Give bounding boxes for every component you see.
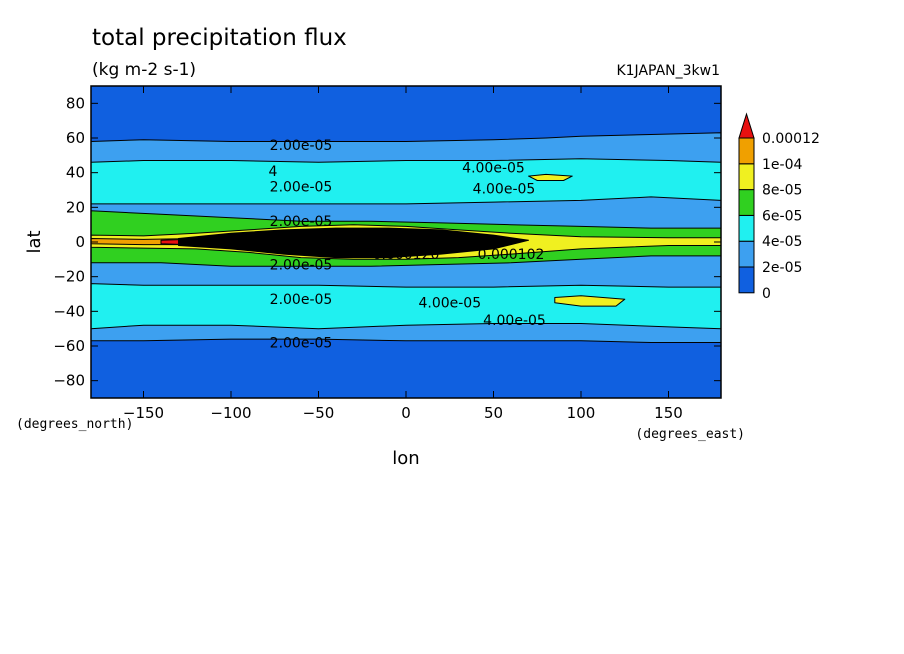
y-tick-label: 60 — [66, 129, 85, 147]
colorbar-extend-arrow — [738, 112, 755, 139]
x-unit-label: (degrees_east) — [635, 427, 745, 442]
colorbar-label: 4e-05 — [762, 234, 802, 250]
x-tick-label: −150 — [123, 404, 164, 422]
colorbar-swatch — [738, 214, 755, 242]
chart-title: total precipitation flux — [92, 25, 347, 51]
contour-label: 4 — [269, 164, 278, 180]
colorbar-label: 1e-04 — [762, 157, 802, 173]
contour-label: 2.00e-05 — [270, 180, 333, 196]
contour-label: 2.00e-05 — [270, 336, 333, 352]
contour-region-9 — [554, 295, 626, 307]
colorbar-label: 2e-05 — [762, 260, 802, 276]
x-tick-label: −100 — [210, 404, 251, 422]
contour-labels: 2.00e-05 4.00e-05 4 4.00e-05 2.00e-05 2.00e-0… — [269, 138, 546, 352]
colorbar-swatch — [738, 189, 755, 216]
contour-region-7 — [178, 227, 529, 259]
colorbar-swatch — [738, 266, 755, 294]
y-tick-label: −20 — [53, 268, 85, 286]
y-tick-label: −60 — [53, 337, 85, 355]
y-unit-label: (degrees_north) — [16, 417, 133, 432]
contour-label: 2.00e-05 — [270, 214, 333, 230]
x-axis-label: lon — [392, 448, 419, 469]
chart-units: (kg m-2 s-1) — [92, 60, 196, 80]
contour-regions — [91, 132, 721, 343]
colorbar-label: 0 — [762, 286, 771, 302]
contour-region-2 — [91, 283, 721, 330]
y-tick-label: −80 — [53, 372, 85, 390]
contour-label: 4.00e-05 — [483, 313, 546, 329]
x-tick-label: 150 — [654, 404, 683, 422]
contour-label: 2.00e-05 — [270, 292, 333, 308]
y-tick-label: 80 — [66, 94, 85, 112]
colorbar-label: 6e-05 — [762, 208, 802, 224]
run-name: K1JAPAN_3kw1 — [616, 63, 720, 79]
x-axis-ticks: −150 −100 −50 0 50 100 150 — [123, 86, 683, 422]
colorbar-label: 8e-05 — [762, 183, 802, 199]
contour-label: 0.000120 — [373, 247, 440, 263]
y-axis-ticks: 80 60 40 20 0 −20 −40 −60 −80 — [53, 94, 721, 390]
contour-label: 4.00e-05 — [418, 296, 481, 312]
plot-area: 2.00e-05 4.00e-05 4 4.00e-05 2.00e-05 2.00e-0… — [91, 86, 721, 398]
y-tick-label: 20 — [66, 198, 85, 216]
x-tick-label: 100 — [567, 404, 596, 422]
colorbar-swatch — [738, 163, 755, 191]
y-tick-label: −40 — [53, 302, 85, 320]
colorbar-label: 0.00012 — [762, 131, 820, 147]
contour-label: 4.00e-05 — [462, 161, 525, 177]
y-axis-label: lat — [24, 230, 45, 253]
contour-label: 0.000102 — [478, 247, 545, 263]
contour-label: 4.00e-05 — [473, 181, 536, 197]
contour-region-1 — [91, 158, 721, 205]
contour-region-8 — [528, 173, 573, 181]
x-tick-label: 0 — [401, 404, 411, 422]
x-tick-label: 50 — [484, 404, 503, 422]
x-tick-label: −50 — [303, 404, 335, 422]
y-tick-label: 40 — [66, 164, 85, 182]
colorbar-swatch — [738, 137, 755, 165]
colorbar-swatch — [738, 240, 755, 268]
contour-label: 2.00e-05 — [270, 138, 333, 154]
y-tick-label: 0 — [75, 233, 85, 251]
contour-label: 2.00e-05 — [270, 258, 333, 274]
colorbar: 0 2e-05 4e-05 6e-05 8e-05 1e-04 0.00012 — [738, 112, 820, 302]
